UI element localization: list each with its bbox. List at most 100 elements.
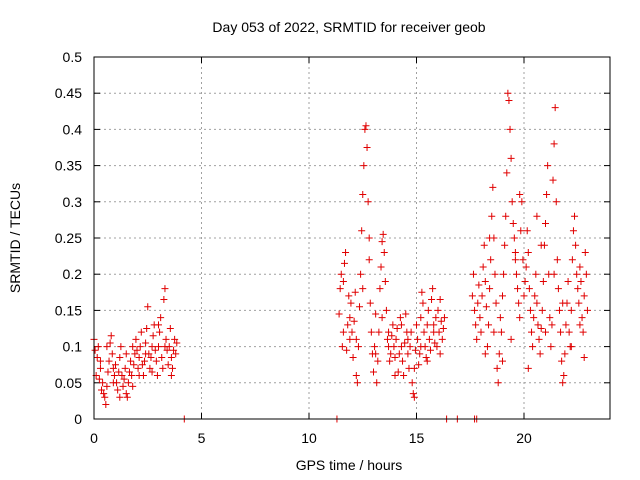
data-point [423, 357, 431, 365]
data-point [501, 241, 509, 249]
data-point [401, 339, 409, 347]
data-point [98, 386, 106, 394]
data-point [116, 353, 124, 361]
data-point [348, 328, 356, 336]
data-point [510, 234, 518, 242]
data-point [380, 248, 388, 256]
data-point [170, 346, 178, 354]
data-point [554, 285, 562, 293]
data-point [424, 306, 432, 314]
data-point [481, 350, 489, 358]
data-point [575, 299, 583, 307]
data-point [167, 353, 175, 361]
data-point [436, 296, 444, 304]
data-point [547, 343, 555, 351]
data-point [430, 321, 438, 329]
data-point [116, 393, 124, 401]
data-point [555, 306, 563, 314]
data-points [90, 89, 591, 423]
y-tick-label: 0.2 [63, 266, 83, 282]
data-point [391, 353, 399, 361]
y-tick-label: 0.35 [55, 158, 82, 174]
data-point [472, 321, 480, 329]
data-point [493, 364, 501, 372]
data-point [149, 332, 157, 340]
data-point [521, 277, 529, 285]
data-point [497, 328, 505, 336]
x-tick-label: 15 [409, 430, 425, 446]
data-point [537, 241, 545, 249]
tick-labels: 0 0.05 0.1 0.15 0.2 0.25 0.3 0.35 0.4 0.45 0.5 0 5 10… [55, 49, 532, 446]
data-point [410, 364, 418, 372]
data-point [95, 375, 103, 383]
data-point [507, 335, 515, 343]
data-point [381, 277, 389, 285]
data-point [429, 285, 437, 293]
data-point [397, 321, 405, 329]
data-point [531, 292, 539, 300]
data-point [350, 317, 358, 325]
data-point [524, 364, 532, 372]
data-point [581, 248, 589, 256]
data-point [542, 328, 549, 336]
data-point [485, 321, 493, 329]
y-tick-label: 0.25 [55, 230, 82, 246]
data-point [423, 321, 431, 329]
data-point [491, 270, 499, 278]
data-point [496, 314, 504, 322]
data-point [93, 353, 101, 361]
data-point [468, 292, 476, 300]
data-point [147, 353, 155, 361]
data-point [99, 379, 107, 387]
data-point [573, 270, 581, 278]
data-point [569, 227, 577, 235]
data-point [408, 379, 416, 387]
data-point [440, 314, 448, 322]
data-point [530, 314, 538, 322]
data-point [392, 335, 400, 343]
data-point [396, 314, 404, 322]
data-point [559, 379, 567, 387]
data-point [565, 328, 573, 336]
data-point [476, 314, 484, 322]
plot-frame [93, 56, 611, 420]
data-point [494, 379, 502, 387]
x-tick-label: 0 [90, 430, 98, 446]
data-point [426, 346, 434, 354]
data-point [580, 353, 588, 361]
data-point [417, 314, 425, 322]
data-point [103, 382, 111, 390]
data-point [372, 350, 380, 358]
data-point [512, 270, 520, 278]
data-point [402, 310, 410, 318]
data-point [550, 270, 558, 278]
grid-lines [94, 57, 610, 419]
data-point [532, 270, 540, 278]
data-point [438, 335, 446, 343]
data-point [471, 306, 479, 314]
data-point [483, 343, 491, 351]
data-point [411, 346, 419, 354]
data-point [358, 227, 366, 235]
data-point [553, 256, 561, 264]
data-point [367, 328, 375, 336]
data-point [365, 256, 373, 264]
data-point [124, 379, 132, 387]
data-point [515, 299, 523, 307]
data-point [560, 372, 568, 380]
data-point [106, 339, 114, 347]
data-point [362, 122, 370, 130]
data-point [434, 306, 442, 314]
data-point [562, 321, 570, 329]
data-point [578, 314, 586, 322]
data-point [548, 321, 556, 329]
data-point [357, 270, 365, 278]
data-point [557, 328, 565, 336]
data-point [386, 357, 394, 365]
data-point [432, 314, 440, 322]
data-point [385, 328, 393, 336]
data-point [546, 314, 554, 322]
data-point [148, 368, 156, 376]
data-point [353, 379, 361, 387]
